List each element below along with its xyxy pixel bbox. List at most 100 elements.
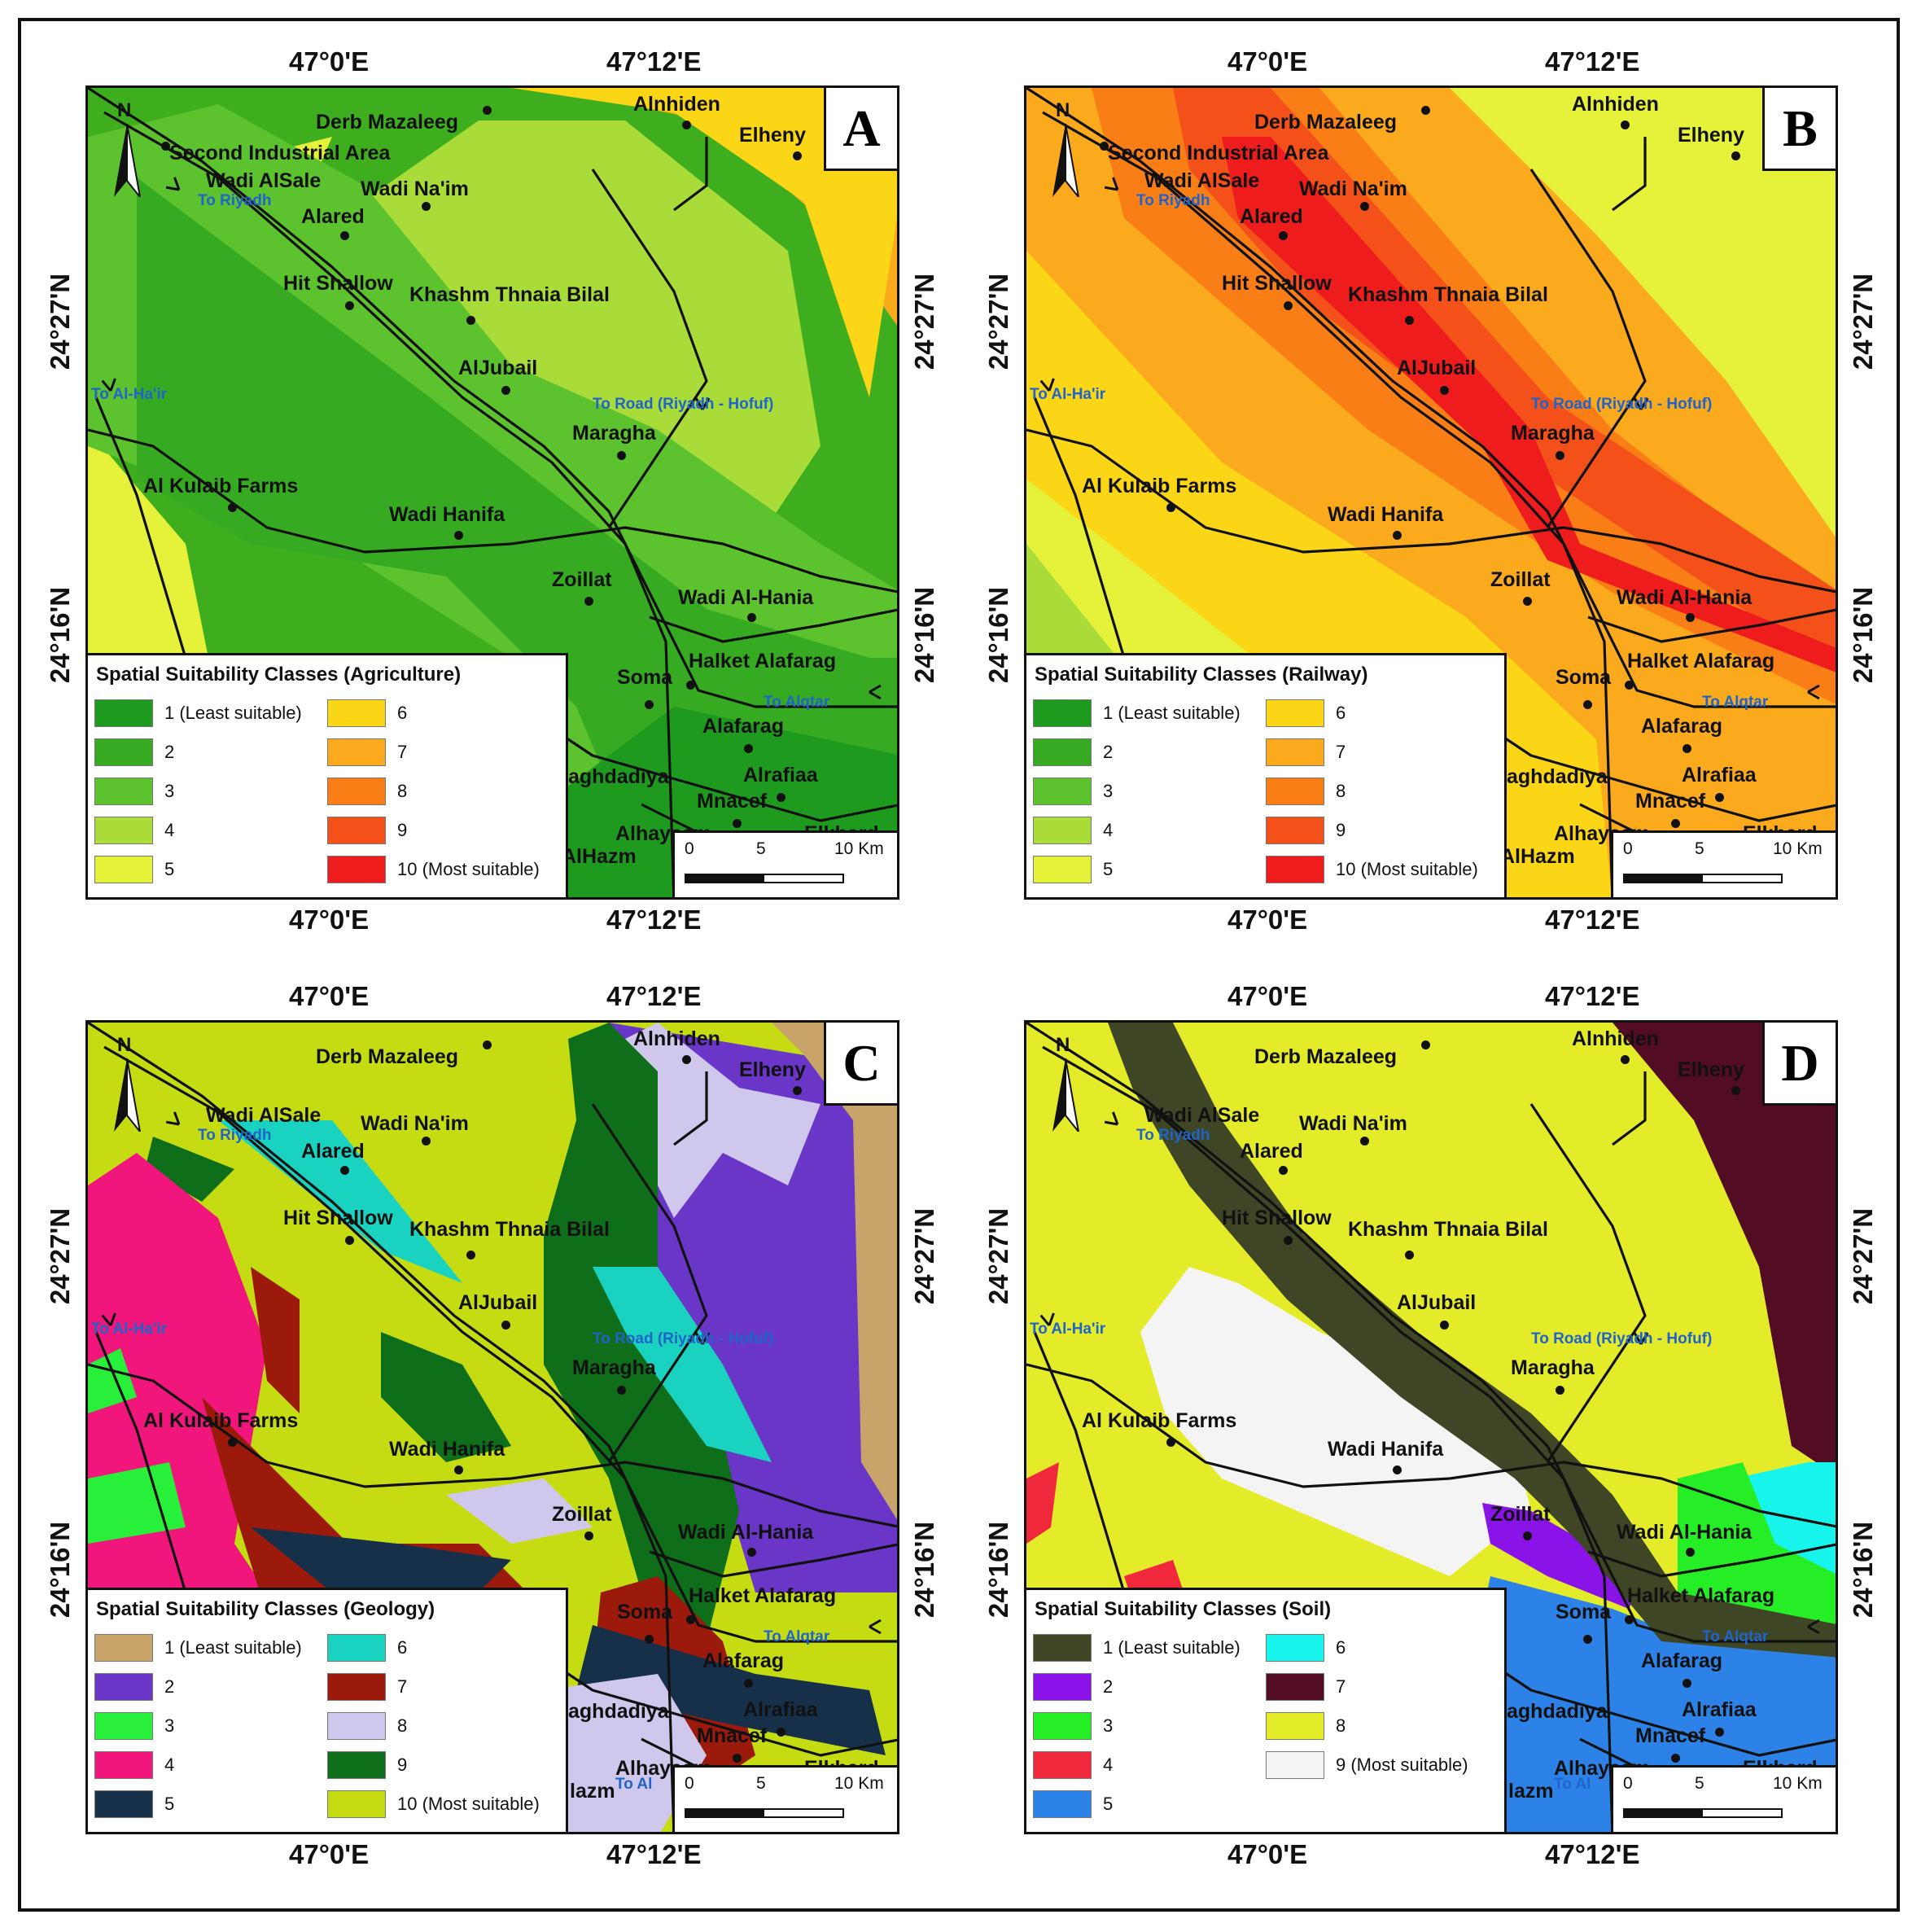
direction-label-alqtar: To Alqtar bbox=[1702, 694, 1769, 711]
settlement-point bbox=[228, 1438, 237, 1447]
suitability-region bbox=[251, 1267, 300, 1413]
settlement-point bbox=[1393, 1465, 1402, 1474]
road-line bbox=[591, 169, 708, 528]
settlement-point bbox=[1625, 1615, 1634, 1624]
settlement-point bbox=[1421, 1040, 1430, 1049]
place-label-alafarag: Alafarag bbox=[702, 715, 785, 738]
place-label-alnhiden: Alnhiden bbox=[633, 93, 720, 116]
lat-label-left: 24°27'N bbox=[983, 1207, 1013, 1305]
place-label-mnacef: Mnacef bbox=[697, 1724, 768, 1747]
lon-label-right-bottom: 47°12'E bbox=[606, 1839, 702, 1869]
place-label-wadihanifa: Wadi Hanifa bbox=[389, 503, 505, 526]
scale-tick-label: 5 bbox=[756, 839, 766, 858]
suitability-region bbox=[1108, 1023, 1836, 1658]
place-label-zoillat: Zoillat bbox=[552, 1503, 612, 1526]
settlement-point bbox=[1393, 531, 1402, 540]
settlement-point bbox=[340, 231, 349, 240]
direction-label-alhair: To Al-Ha'ir bbox=[1030, 1321, 1106, 1338]
place-label-zoillat: Zoillat bbox=[552, 568, 612, 591]
settlement-point bbox=[1523, 1531, 1532, 1540]
panel-letter: A bbox=[824, 88, 897, 171]
legend-swatch bbox=[1033, 699, 1092, 727]
road-line bbox=[103, 111, 676, 897]
suitability-region bbox=[1613, 1023, 1836, 1475]
legend-item: 5 bbox=[94, 856, 174, 883]
place-label-maragha: Maragha bbox=[1511, 1356, 1595, 1379]
direction-arrow bbox=[694, 1332, 711, 1345]
lon-label-left: 47°0'E bbox=[1227, 46, 1308, 77]
legend-label: 7 bbox=[397, 742, 408, 762]
lon-label-left-bottom: 47°0'E bbox=[289, 905, 370, 935]
lon-label-left: 47°0'E bbox=[289, 981, 370, 1011]
settlement-point bbox=[645, 1635, 654, 1644]
settlement-point bbox=[682, 1055, 691, 1064]
settlement-point bbox=[1523, 597, 1532, 606]
place-label-halket: Halket Alafarag bbox=[1627, 650, 1775, 672]
legend-item: 6 bbox=[1266, 699, 1346, 727]
legend-item: 3 bbox=[94, 1712, 174, 1740]
settlement-point bbox=[733, 1754, 742, 1763]
legend-swatch bbox=[1266, 856, 1324, 883]
place-label-alafarag: Alafarag bbox=[1641, 715, 1723, 738]
settlement-point bbox=[340, 1166, 349, 1175]
settlement-point bbox=[1284, 1236, 1293, 1245]
direction-arrow bbox=[869, 684, 882, 700]
legend-title: Spatial Suitability Classes (Geology) bbox=[96, 1598, 435, 1620]
legend-item: 2 bbox=[94, 738, 174, 766]
legend-swatch bbox=[327, 1673, 386, 1701]
legend-swatch bbox=[327, 1634, 386, 1662]
place-label-khashm: Khashm Thnaia Bilal bbox=[409, 1218, 610, 1241]
settlement-point bbox=[1715, 793, 1724, 802]
lat-label-right: 24°27'N bbox=[1848, 1207, 1878, 1305]
settlement-point bbox=[1731, 1086, 1740, 1095]
place-label-zoillat: Zoillat bbox=[1490, 1503, 1551, 1526]
legend-swatch bbox=[1033, 1790, 1092, 1818]
settlement-point bbox=[1556, 451, 1564, 460]
legend-item: 9 (Most suitable) bbox=[1266, 1751, 1468, 1779]
legend-swatch bbox=[1033, 738, 1092, 766]
map-panel-b: N Derb Mazaleeg Alnhiden Elheny Second Indus… bbox=[1024, 85, 1838, 900]
place-label-second: Second Industrial Area bbox=[169, 142, 391, 164]
legend: Spatial Suitability Classes (Railway) 1 (… bbox=[1026, 653, 1507, 897]
place-label-alared: Alared bbox=[1240, 1140, 1303, 1163]
north-arrow-icon bbox=[114, 123, 141, 198]
settlement-point bbox=[1360, 1137, 1369, 1146]
place-label-derb: Derb Mazaleeg bbox=[1254, 111, 1398, 134]
north-arrow: N bbox=[1041, 1034, 1090, 1132]
settlement-point bbox=[422, 202, 431, 211]
place-label-soma: Soma bbox=[1556, 1601, 1612, 1623]
road-line bbox=[1026, 1023, 1836, 1643]
legend-item: 1 (Least suitable) bbox=[94, 699, 302, 727]
legend-swatch bbox=[1033, 1712, 1092, 1740]
legend-label: 3 bbox=[164, 781, 175, 801]
settlement-point bbox=[682, 120, 691, 129]
settlement-point bbox=[483, 1040, 492, 1049]
place-label-maragha: Maragha bbox=[1511, 422, 1595, 445]
legend-swatch bbox=[327, 778, 386, 805]
direction-arrow bbox=[165, 177, 181, 191]
legend-swatch bbox=[1033, 817, 1092, 844]
place-label-alhazm: lazm bbox=[570, 1780, 615, 1803]
suitability-region bbox=[446, 1479, 593, 1544]
road-line bbox=[1026, 1363, 1836, 1528]
legend-label: 10 (Most suitable) bbox=[397, 859, 540, 879]
legend-label: 1 (Least suitable) bbox=[164, 703, 302, 723]
settlement-point bbox=[584, 1531, 593, 1540]
suitability-region bbox=[316, 120, 820, 544]
legend-label: 1 (Least suitable) bbox=[1103, 1637, 1241, 1658]
suitability-region bbox=[145, 1137, 234, 1202]
lon-label-left-bottom: 47°0'E bbox=[1227, 905, 1308, 935]
legend-swatch bbox=[1033, 1751, 1092, 1779]
lat-label-right: 24°27'N bbox=[909, 273, 939, 370]
legend-label: 10 (Most suitable) bbox=[397, 1794, 540, 1814]
place-label-alafarag: Alafarag bbox=[1641, 1649, 1723, 1672]
direction-arrow bbox=[1104, 177, 1119, 191]
suitability-region bbox=[88, 430, 218, 707]
legend-label: 8 bbox=[397, 781, 408, 801]
legend-item: 7 bbox=[327, 738, 407, 766]
suitability-region bbox=[1450, 88, 1836, 537]
direction-label-alqtar: To Alqtar bbox=[764, 1628, 830, 1645]
place-label-khashm: Khashm Thnaia Bilal bbox=[409, 283, 610, 306]
road-line bbox=[1587, 1543, 1836, 1578]
scale-tick-label: 0 bbox=[685, 1774, 694, 1793]
